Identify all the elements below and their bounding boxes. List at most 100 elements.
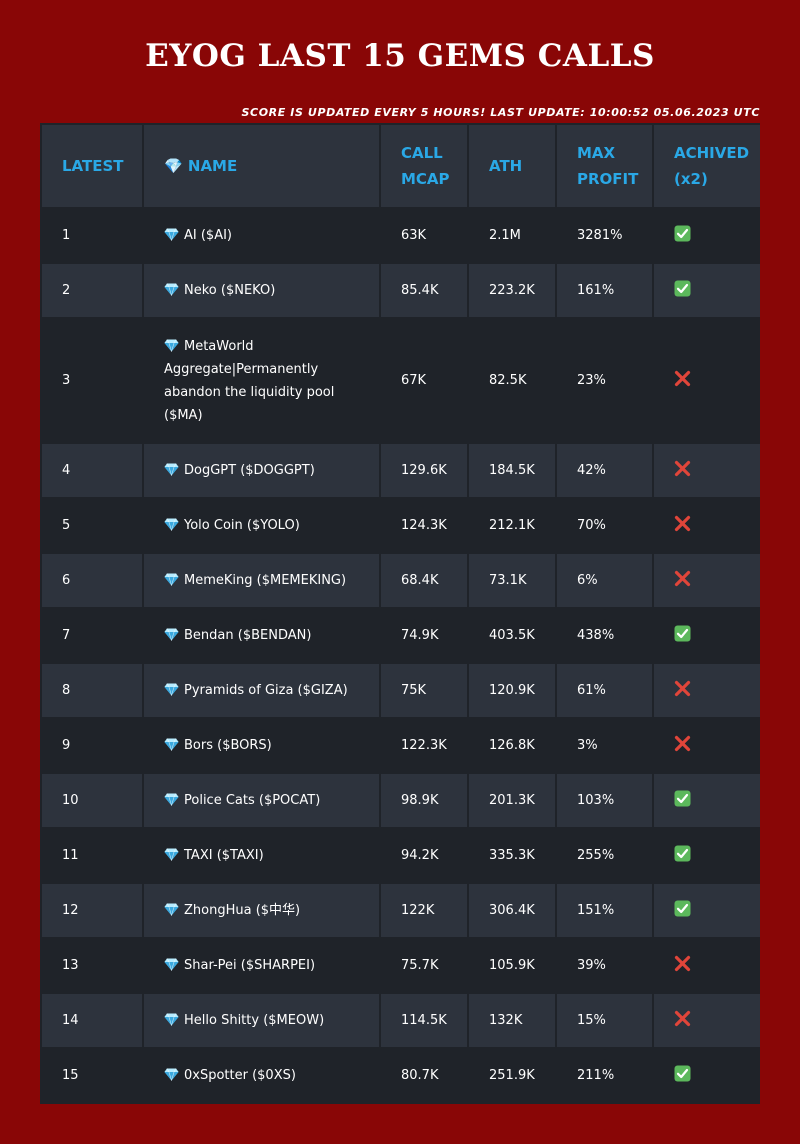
cell-latest: 11 — [42, 829, 142, 882]
cell-latest: 12 — [42, 884, 142, 937]
token-name: TAXI ($TAXI) — [184, 848, 264, 863]
table-row[interactable]: 10 Police Cats ($POCAT) 98.9K 201.3K 103% — [42, 774, 760, 827]
cell-latest: 14 — [42, 994, 142, 1047]
cell-latest: 7 — [42, 609, 142, 662]
gem-icon — [164, 679, 179, 702]
token-name: Pyramids of Giza ($GIZA) — [184, 683, 348, 698]
token-name: Bors ($BORS) — [184, 738, 272, 753]
header-latest[interactable]: LATEST — [42, 125, 142, 207]
gems-table-container: LATEST 💎 NAME CALL MCAP ATH MAX PROFIT A… — [40, 123, 760, 1104]
cell-achived — [654, 664, 760, 717]
table-row[interactable]: 9 Bors ($BORS) 122.3K 126.8K 3% — [42, 719, 760, 772]
cell-achived — [654, 264, 760, 317]
cell-latest: 2 — [42, 264, 142, 317]
cell-max-profit: 161% — [557, 264, 652, 317]
cell-achived — [654, 994, 760, 1047]
cell-ath: 105.9K — [469, 939, 555, 992]
token-name: Hello Shitty ($MEOW) — [184, 1013, 325, 1028]
token-name: DogGPT ($DOGGPT) — [184, 463, 315, 478]
cell-achived — [654, 939, 760, 992]
cross-icon — [674, 735, 691, 753]
cell-name: AI ($AI) — [144, 209, 379, 262]
cell-ath: 120.9K — [469, 664, 555, 717]
cell-name: DogGPT ($DOGGPT) — [144, 444, 379, 497]
header-achived[interactable]: ACHIVED (x2) — [654, 125, 760, 207]
table-row[interactable]: 12 ZhongHua ($中华) 122K 306.4K 151% — [42, 884, 760, 937]
cell-max-profit: 39% — [557, 939, 652, 992]
cell-ath: 73.1K — [469, 554, 555, 607]
cell-name: ZhongHua ($中华) — [144, 884, 379, 937]
cell-name: Hello Shitty ($MEOW) — [144, 994, 379, 1047]
table-row[interactable]: 3 MetaWorld Aggregate|Permanently abandon… — [42, 319, 760, 442]
cell-max-profit: 3281% — [557, 209, 652, 262]
table-header-row: LATEST 💎 NAME CALL MCAP ATH MAX PROFIT A… — [42, 125, 760, 207]
cell-ath: 201.3K — [469, 774, 555, 827]
cell-name: 0xSpotter ($0XS) — [144, 1049, 379, 1102]
header-name[interactable]: 💎 NAME — [144, 125, 379, 207]
cross-icon — [674, 680, 691, 698]
cell-achived — [654, 1049, 760, 1102]
cell-max-profit: 70% — [557, 499, 652, 552]
cell-achived — [654, 209, 760, 262]
header-ath[interactable]: ATH — [469, 125, 555, 207]
gem-icon — [164, 789, 179, 812]
cell-name: Shar-Pei ($SHARPEI) — [144, 939, 379, 992]
table-row[interactable]: 14 Hello Shitty ($MEOW) 114.5K 132K 15% — [42, 994, 760, 1047]
cross-icon — [674, 370, 691, 388]
gem-icon — [164, 734, 179, 757]
cell-name: Neko ($NEKO) — [144, 264, 379, 317]
table-body: 1 AI ($AI) 63K 2.1M 3281% 2 Neko ($NEKO) 85.4K 2… — [42, 209, 760, 1102]
table-row[interactable]: 7 Bendan ($BENDAN) 74.9K 403.5K 438% — [42, 609, 760, 662]
table-row[interactable]: 15 0xSpotter ($0XS) 80.7K 251.9K 211% — [42, 1049, 760, 1102]
cell-call-mcap: 75.7K — [381, 939, 467, 992]
cell-max-profit: 255% — [557, 829, 652, 882]
header-max-profit[interactable]: MAX PROFIT — [557, 125, 652, 207]
check-icon — [674, 280, 691, 298]
table-row[interactable]: 1 AI ($AI) 63K 2.1M 3281% — [42, 209, 760, 262]
cell-max-profit: 23% — [557, 319, 652, 442]
cell-achived — [654, 774, 760, 827]
cell-ath: 223.2K — [469, 264, 555, 317]
cell-ath: 335.3K — [469, 829, 555, 882]
cell-latest: 9 — [42, 719, 142, 772]
cell-max-profit: 15% — [557, 994, 652, 1047]
cell-latest: 15 — [42, 1049, 142, 1102]
cross-icon — [674, 1010, 691, 1028]
token-name: 0xSpotter ($0XS) — [184, 1068, 296, 1083]
table-row[interactable]: 13 Shar-Pei ($SHARPEI) 75.7K 105.9K 39% — [42, 939, 760, 992]
cell-ath: 132K — [469, 994, 555, 1047]
cell-achived — [654, 884, 760, 937]
table-row[interactable]: 2 Neko ($NEKO) 85.4K 223.2K 161% — [42, 264, 760, 317]
cell-max-profit: 211% — [557, 1049, 652, 1102]
table-row[interactable]: 11 TAXI ($TAXI) 94.2K 335.3K 255% — [42, 829, 760, 882]
cell-name: Bendan ($BENDAN) — [144, 609, 379, 662]
cell-call-mcap: 122.3K — [381, 719, 467, 772]
header-call-mcap[interactable]: CALL MCAP — [381, 125, 467, 207]
cell-call-mcap: 85.4K — [381, 264, 467, 317]
cell-ath: 82.5K — [469, 319, 555, 442]
token-name: MetaWorld Aggregate|Permanently abandon … — [164, 338, 335, 423]
cell-achived — [654, 499, 760, 552]
cell-ath: 184.5K — [469, 444, 555, 497]
cell-call-mcap: 122K — [381, 884, 467, 937]
cell-ath: 212.1K — [469, 499, 555, 552]
gem-icon — [164, 1064, 179, 1087]
cell-max-profit: 103% — [557, 774, 652, 827]
gem-icon — [164, 569, 179, 592]
check-icon — [674, 625, 691, 643]
check-icon — [674, 845, 691, 863]
token-name: Neko ($NEKO) — [184, 283, 276, 298]
gem-icon — [164, 954, 179, 977]
gem-icon — [164, 624, 179, 647]
table-row[interactable]: 4 DogGPT ($DOGGPT) 129.6K 184.5K 42% — [42, 444, 760, 497]
gem-icon — [164, 335, 179, 358]
table-row[interactable]: 8 Pyramids of Giza ($GIZA) 75K 120.9K 61% — [42, 664, 760, 717]
cross-icon — [674, 460, 691, 478]
cell-call-mcap: 94.2K — [381, 829, 467, 882]
cell-max-profit: 438% — [557, 609, 652, 662]
table-row[interactable]: 6 MemeKing ($MEMEKING) 68.4K 73.1K 6% — [42, 554, 760, 607]
update-notice: SCORE IS UPDATED EVERY 5 HOURS! LAST UPD… — [241, 106, 760, 119]
cell-latest: 8 — [42, 664, 142, 717]
table-row[interactable]: 5 Yolo Coin ($YOLO) 124.3K 212.1K 70% — [42, 499, 760, 552]
cell-achived — [654, 444, 760, 497]
